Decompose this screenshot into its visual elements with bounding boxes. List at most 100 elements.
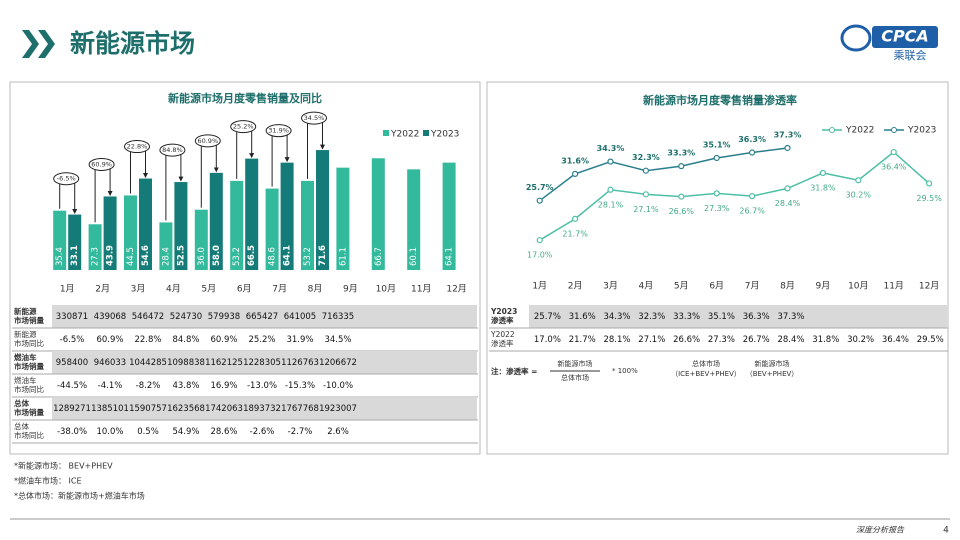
cell: 33.3% <box>673 312 700 322</box>
cell: 16.9% <box>210 381 237 391</box>
value-label: 53.2 <box>232 247 242 266</box>
cell: 26.7% <box>743 335 770 345</box>
value-label: 27.3% <box>704 204 730 213</box>
logo-cn: 乘联会 <box>894 49 927 62</box>
legend-label: Y2023 <box>430 130 459 140</box>
bar <box>139 178 152 270</box>
cell: 1228305 <box>243 358 281 368</box>
value-label: 27.1% <box>633 205 659 214</box>
value-label: 52.5 <box>176 245 186 266</box>
cell: 32.3% <box>638 312 665 322</box>
value-label: 58.0 <box>212 245 222 266</box>
point <box>642 191 650 198</box>
annotation-bubble <box>124 140 150 154</box>
value-label: 31.6% <box>561 156 589 165</box>
x-tick-label: 1月 <box>532 281 547 292</box>
point <box>607 186 614 193</box>
x-tick-label: 9月 <box>816 281 831 292</box>
value-label: 36.4% <box>881 163 907 172</box>
cell: 84.8% <box>172 335 199 345</box>
cell: 1767768 <box>281 404 319 414</box>
value-label: 28.1% <box>598 200 624 209</box>
cell: 1385101 <box>91 404 129 414</box>
cell: 17.0% <box>534 335 561 345</box>
bar <box>301 180 314 270</box>
logo: CPCA <box>881 27 929 46</box>
note-def: （ICE+BEV+PHEV） <box>671 370 741 378</box>
value-label: 54.6 <box>141 245 151 266</box>
x-tick-label: 1月 <box>60 284 75 295</box>
x-tick-label: 10月 <box>848 281 868 292</box>
cell: -15.3% <box>285 381 315 391</box>
annotation: 84.8% <box>162 146 183 154</box>
point <box>571 170 579 177</box>
row-label: 市场销量 <box>14 361 44 371</box>
x-tick-label: 12月 <box>919 281 939 292</box>
annotation: 31.9% <box>268 127 289 135</box>
chevrons <box>22 30 55 58</box>
row-label: 市场同比 <box>14 430 44 440</box>
bar <box>53 210 67 270</box>
x-tick-label: 5月 <box>674 281 689 292</box>
point <box>571 215 579 222</box>
row-label: 市场销量 <box>14 407 44 417</box>
value-label: 30.2% <box>846 191 872 200</box>
point <box>748 193 756 200</box>
cell: 546472 <box>132 312 164 322</box>
point <box>819 169 827 177</box>
annotation-bubble <box>230 120 257 134</box>
annotation: 22.8% <box>127 143 148 151</box>
row-label: 总体 <box>14 421 29 431</box>
bar <box>124 195 137 270</box>
note-def: 总体市场 <box>692 359 720 368</box>
slide-title: 新能源市场 <box>70 29 195 58</box>
value-label: 31.8% <box>810 183 836 192</box>
point <box>642 167 650 174</box>
value-label: 64.1 <box>283 245 293 266</box>
cell: 524730 <box>170 312 202 322</box>
value-label: 43.9 <box>106 245 116 266</box>
row-label: 渗透率 <box>491 338 514 348</box>
bar <box>265 188 279 270</box>
cell: 641005 <box>284 312 316 322</box>
cell: 946033 <box>94 358 126 368</box>
value-label: 26.6% <box>669 207 695 216</box>
x-tick-label: 7月 <box>272 284 287 295</box>
x-tick-label: 3月 <box>603 281 618 292</box>
cell: 958400 <box>56 358 88 368</box>
cell: 34.5% <box>324 335 351 345</box>
value-label: 33.1 <box>70 245 80 266</box>
chart-title: 新能源市场月度零售销量及同比 <box>168 91 322 105</box>
cell: 36.3% <box>743 312 770 322</box>
row-band <box>52 305 477 328</box>
x-tick-label: 2月 <box>568 281 583 292</box>
cell: 1590757 <box>129 404 167 414</box>
left-panel <box>9 81 481 455</box>
bar <box>194 209 208 270</box>
footnote: *新能源市场： BEV+PHEV <box>14 461 113 471</box>
annotation-bubble <box>194 134 221 148</box>
bar <box>88 224 102 270</box>
annotation: -6.5% <box>57 175 76 183</box>
cell: 28.4% <box>777 335 804 345</box>
value-label: 66.5 <box>247 245 257 266</box>
point <box>713 190 720 197</box>
cell: 34.3% <box>603 312 630 322</box>
annotation-bubble <box>53 172 80 186</box>
note-numerator: 新能源市场 <box>558 359 593 368</box>
cell: 579938 <box>208 312 240 322</box>
cell: -2.7% <box>288 427 313 437</box>
cell: 28.1% <box>603 335 630 345</box>
value-label: 25.7% <box>526 183 554 192</box>
legend-swatch <box>383 130 389 136</box>
bar <box>442 162 456 270</box>
x-tick-label: 11月 <box>883 281 903 292</box>
value-label: 53.2 <box>303 247 313 266</box>
cell: 60.9% <box>96 335 123 345</box>
value-label: 33.3% <box>667 149 695 158</box>
cell: 26.6% <box>673 335 700 345</box>
cell: 1098838 <box>167 358 205 368</box>
cell: 716335 <box>322 312 354 322</box>
row-band <box>529 305 947 328</box>
